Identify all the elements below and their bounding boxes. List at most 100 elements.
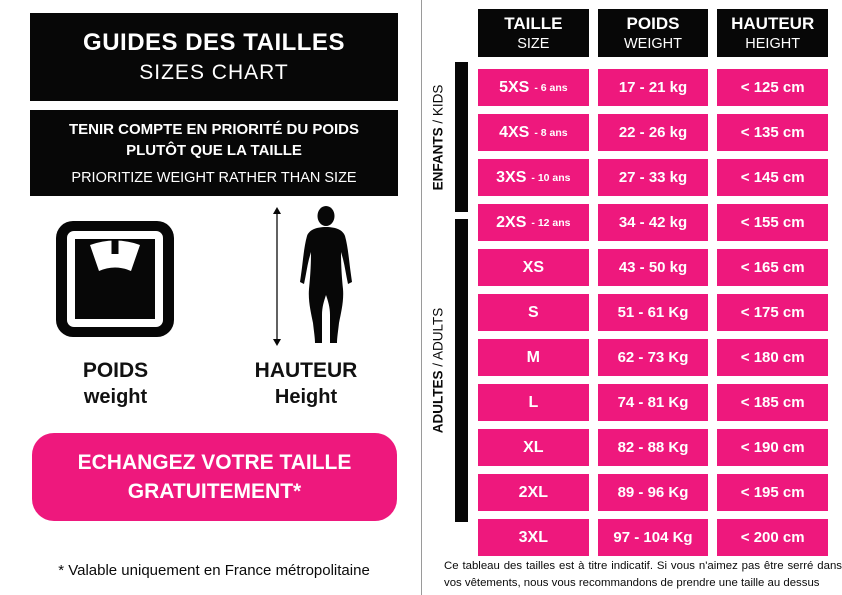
header-weight: POIDS WEIGHT: [597, 9, 709, 57]
height-cell: < 125 cm: [717, 69, 829, 106]
adults-group-bar: [455, 219, 468, 522]
table-row: 2XL 89 - 96 Kg < 195 cm: [478, 474, 829, 511]
exchange-button-line2: GRATUITEMENT*: [127, 480, 302, 503]
weight-label-french: POIDS: [82, 359, 149, 382]
weight-label-english: weight: [83, 386, 148, 409]
size-value: S: [528, 303, 539, 321]
size-value: 2XL: [518, 483, 548, 501]
height-cell: < 190 cm: [717, 429, 829, 466]
footnote: * Valable uniquement en France métropoli…: [58, 562, 370, 579]
weight-cell: 89 - 96 Kg: [597, 474, 709, 511]
table-row: L 74 - 81 Kg < 185 cm: [478, 384, 829, 421]
person-height-icon: [273, 206, 352, 346]
weight-cell: 62 - 73 Kg: [597, 339, 709, 376]
table-row: XS 43 - 50 kg < 165 cm: [478, 249, 829, 286]
vertical-divider: [421, 0, 422, 595]
header-weight-french: POIDS: [626, 14, 680, 34]
table-row: 5XS - 6 ans 17 - 21 kg < 125 cm: [478, 69, 829, 106]
size-value: XL: [523, 438, 544, 456]
height-cell: < 155 cm: [717, 204, 829, 241]
height-cell: < 165 cm: [717, 249, 829, 286]
height-label-french: HAUTEUR: [254, 359, 358, 382]
table-row: 2XS - 12 ans 34 - 42 kg < 155 cm: [478, 204, 829, 241]
height-cell: < 195 cm: [717, 474, 829, 511]
header-height-french: HAUTEUR: [731, 14, 815, 34]
weight-cell: 51 - 61 Kg: [597, 294, 709, 331]
table-row: 3XL 97 - 104 Kg < 200 cm: [478, 519, 829, 556]
size-table-section: ENFANTS / KIDS ADULTES / ADULTS TAILLE S…: [420, 0, 842, 595]
age-value: - 8 ans: [534, 126, 568, 139]
size-value: L: [528, 393, 539, 411]
group-label-kids: ENFANTS / KIDS: [422, 62, 454, 212]
adults-label-french: ADULTES: [430, 370, 446, 434]
size-table: TAILLE SIZE POIDS WEIGHT HAUTEUR HEIGHT …: [478, 9, 829, 556]
notice-french-line2: PLUTÔT QUE LA TAILLE: [126, 141, 302, 159]
priority-notice: TENIR COMPTE EN PRIORITÉ DU POIDS PLUTÔT…: [30, 110, 398, 196]
table-row: S 51 - 61 Kg < 175 cm: [478, 294, 829, 331]
size-cell: 3XS - 10 ans: [478, 159, 589, 196]
size-value: 3XL: [518, 528, 548, 546]
table-rows: 5XS - 6 ans 17 - 21 kg < 125 cm 4XS - 8 …: [478, 69, 829, 556]
weight-cell: 17 - 21 kg: [597, 69, 709, 106]
size-cell: 3XL: [478, 519, 589, 556]
size-value: 3XS: [496, 168, 527, 186]
kids-label-english: / KIDS: [430, 84, 446, 127]
exchange-button-line1: ECHANGEZ VOTRE TAILLE: [77, 450, 352, 474]
size-value: 4XS: [499, 123, 530, 141]
weight-cell: 43 - 50 kg: [597, 249, 709, 286]
header-size-french: TAILLE: [504, 14, 563, 34]
age-value: - 12 ans: [531, 216, 571, 229]
height-label-english: Height: [274, 386, 338, 409]
weight-cell: 34 - 42 kg: [597, 204, 709, 241]
size-cell: S: [478, 294, 589, 331]
notice-english: PRIORITIZE WEIGHT RATHER THAN SIZE: [71, 169, 357, 186]
height-cell: < 200 cm: [717, 519, 829, 556]
weight-cell: 74 - 81 Kg: [597, 384, 709, 421]
table-row: XL 82 - 88 Kg < 190 cm: [478, 429, 829, 466]
exchange-size-button[interactable]: ECHANGEZ VOTRE TAILLE GRATUITEMENT*: [32, 433, 397, 521]
table-row: 4XS - 8 ans 22 - 26 kg < 135 cm: [478, 114, 829, 151]
weight-cell: 82 - 88 Kg: [597, 429, 709, 466]
size-value: 5XS: [499, 78, 530, 96]
size-cell: L: [478, 384, 589, 421]
double-arrow-icon: [273, 207, 281, 346]
height-cell: < 135 cm: [717, 114, 829, 151]
weight-label: POIDS weight: [38, 357, 193, 410]
title-french: GUIDES DES TAILLES: [83, 29, 345, 56]
size-cell: 2XL: [478, 474, 589, 511]
header-size-english: SIZE: [517, 35, 550, 52]
table-row: M 62 - 73 Kg < 180 cm: [478, 339, 829, 376]
header-size: TAILLE SIZE: [478, 9, 589, 57]
page-title: GUIDES DES TAILLES SIZES CHART: [30, 13, 398, 101]
adults-label-english: / ADULTS: [430, 307, 446, 371]
size-cell: 4XS - 8 ans: [478, 114, 589, 151]
disclaimer-text: Ce tableau des tailles est à titre indic…: [444, 560, 842, 590]
height-label: HAUTEUR Height: [226, 357, 386, 410]
size-value: XS: [522, 258, 544, 276]
table-row: 3XS - 10 ans 27 - 33 kg < 145 cm: [478, 159, 829, 196]
height-cell: < 175 cm: [717, 294, 829, 331]
header-height: HAUTEUR HEIGHT: [717, 9, 829, 57]
height-cell: < 185 cm: [717, 384, 829, 421]
age-value: - 6 ans: [534, 81, 568, 94]
title-english: SIZES CHART: [139, 61, 289, 84]
size-cell: 2XS - 12 ans: [478, 204, 589, 241]
table-header-row: TAILLE SIZE POIDS WEIGHT HAUTEUR HEIGHT: [478, 9, 829, 57]
size-cell: XS: [478, 249, 589, 286]
size-cell: XL: [478, 429, 589, 466]
weight-scale-icon: [56, 221, 174, 337]
height-cell: < 180 cm: [717, 339, 829, 376]
header-weight-english: WEIGHT: [624, 35, 682, 52]
kids-group-bar: [455, 62, 468, 212]
age-value: - 10 ans: [531, 171, 571, 184]
group-label-adults: ADULTES / ADULTS: [422, 219, 454, 522]
size-cell: 5XS - 6 ans: [478, 69, 589, 106]
size-value: M: [526, 348, 540, 366]
notice-french-line1: TENIR COMPTE EN PRIORITÉ DU POIDS: [68, 121, 360, 139]
weight-cell: 97 - 104 Kg: [597, 519, 709, 556]
height-cell: < 145 cm: [717, 159, 829, 196]
size-cell: M: [478, 339, 589, 376]
header-height-english: HEIGHT: [745, 35, 801, 52]
kids-label-french: ENFANTS: [430, 126, 446, 190]
size-value: 2XS: [496, 213, 527, 231]
